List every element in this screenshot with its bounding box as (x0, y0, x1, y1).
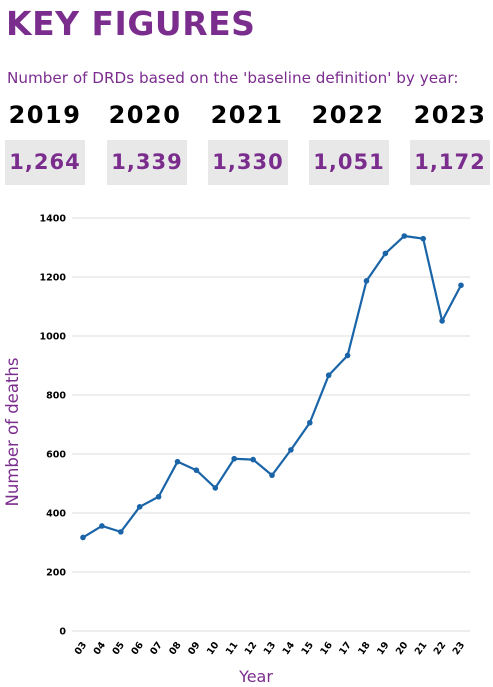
figure-box-2023: 1,172 (410, 140, 490, 185)
x-tick-label: 22 (432, 640, 449, 657)
data-point (118, 529, 124, 535)
x-tick-label: 18 (356, 640, 373, 657)
x-tick-label: 21 (413, 640, 430, 657)
x-tick-label: 19 (375, 640, 392, 657)
data-point (325, 372, 332, 379)
x-tick-label: 14 (281, 640, 298, 657)
y-tick-label: 1400 (40, 214, 67, 225)
x-tick-label: 23 (451, 640, 468, 657)
data-point (307, 419, 313, 426)
figure-value-2021: 1,330 (212, 150, 284, 174)
x-tick-label: 15 (299, 640, 316, 657)
data-point (363, 278, 370, 284)
data-point (344, 352, 351, 359)
x-tick-label: 07 (148, 640, 165, 657)
page-title: KEY FIGURES (6, 4, 256, 43)
y-tick-label: 200 (46, 568, 66, 579)
data-point (193, 467, 200, 474)
x-tick-label: 17 (337, 640, 354, 657)
data-point (288, 447, 294, 453)
series-line (82, 234, 462, 539)
data-point (99, 523, 105, 529)
figure-box-2021: 1,330 (208, 140, 288, 185)
x-axis-label: Year (239, 667, 273, 686)
y-tick-label: 400 (46, 509, 66, 520)
x-tick-label: 09 (186, 640, 203, 657)
y-tick-label: 1200 (40, 273, 67, 284)
figure-value-2023: 1,172 (414, 150, 486, 174)
figure-value-2022: 1,051 (313, 150, 385, 174)
x-tick-label: 04 (92, 640, 109, 657)
x-tick-label: 05 (110, 640, 127, 657)
figure-year-2021: 2021 (210, 101, 284, 129)
y-tick-label: 800 (46, 391, 66, 402)
chart-grid (72, 217, 470, 632)
data-point (174, 458, 181, 465)
data-point (212, 485, 219, 491)
figure-year-2022: 2022 (311, 101, 385, 129)
x-tick-label: 13 (262, 640, 279, 657)
x-tick-label: 06 (129, 640, 146, 657)
chart-series (80, 233, 464, 541)
x-tick-label: 12 (243, 640, 260, 657)
figure-box-2022: 1,051 (309, 140, 389, 185)
data-point (80, 534, 86, 541)
x-tick-label: 03 (73, 640, 90, 657)
page-subtitle: Number of DRDs based on the 'baseline de… (7, 69, 459, 87)
data-point (382, 250, 389, 257)
figure-year-2019: 2019 (8, 101, 82, 129)
data-point (420, 235, 427, 242)
figure-value-2020: 1,339 (111, 150, 183, 174)
y-tick-label: 1000 (40, 332, 67, 343)
data-point (231, 455, 237, 462)
data-point (136, 504, 143, 510)
x-tick-label: 16 (318, 640, 335, 657)
x-tick-labels: 03 04 05 06 07 08 09 10 11 12 13 14 15 16 17 18 19 20 21 22… (73, 640, 468, 657)
figure-year-2023: 2023 (413, 101, 487, 129)
figure-year-2020: 2020 (108, 101, 182, 129)
y-tick-label: 600 (46, 450, 66, 461)
data-point (250, 456, 256, 463)
x-tick-label: 11 (224, 640, 241, 657)
data-point (155, 493, 162, 500)
data-point (458, 282, 464, 289)
figure-box-2019: 1,264 (5, 140, 85, 185)
x-tick-label: 20 (394, 640, 411, 657)
data-point (401, 233, 408, 239)
x-tick-label: 08 (167, 640, 184, 657)
figure-box-2020: 1,339 (107, 140, 187, 185)
data-point (439, 318, 445, 324)
x-tick-label: 10 (205, 640, 222, 657)
figure-value-2019: 1,264 (9, 150, 81, 174)
y-tick-label: 0 (59, 627, 66, 638)
data-point (269, 472, 275, 479)
y-axis-label: Number of deaths (3, 357, 22, 507)
y-tick-labels: 0 200 400 600 800 1000 1200 1400 (40, 214, 67, 638)
